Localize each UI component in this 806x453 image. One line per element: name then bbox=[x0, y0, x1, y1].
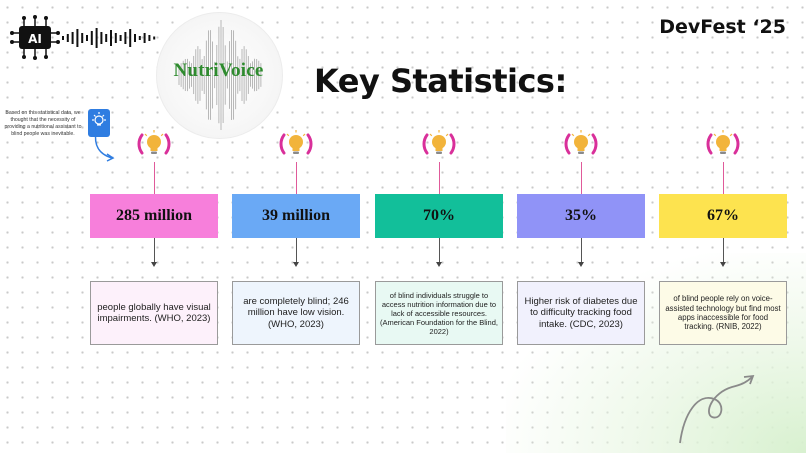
stat-description-box: of blind individuals struggle to access … bbox=[375, 281, 503, 345]
connector-line bbox=[296, 162, 297, 194]
stat-description: people globally have visual impairments.… bbox=[97, 301, 211, 324]
stat-description-box: of blind people rely on voice-assisted t… bbox=[659, 281, 787, 345]
lightbulb-icon bbox=[88, 109, 110, 137]
lightbulb-icon bbox=[278, 126, 314, 162]
arrow-line bbox=[154, 238, 155, 262]
arrow-line bbox=[439, 238, 440, 262]
ai-logo-text: AI bbox=[28, 32, 42, 46]
stat-value-box: 285 million bbox=[90, 194, 218, 238]
lightbulb-icon bbox=[136, 126, 172, 162]
stat-value-box: 35% bbox=[517, 194, 645, 238]
stat-value: 39 million bbox=[261, 207, 330, 224]
lightbulb-icon bbox=[563, 126, 599, 162]
stat-description: of blind individuals struggle to access … bbox=[380, 290, 498, 336]
stat-description: of blind people rely on voice-assisted t… bbox=[665, 294, 781, 332]
connector-line bbox=[581, 162, 582, 194]
nutrivoice-logo bbox=[156, 12, 283, 139]
stat-description: Higher risk of diabetes due to difficult… bbox=[524, 295, 638, 330]
stat-value: 67% bbox=[707, 207, 739, 224]
arrow-head bbox=[151, 262, 157, 267]
connector-line bbox=[723, 162, 724, 194]
ai-logo: AI bbox=[10, 15, 60, 60]
stat-description-box: people globally have visual impairments.… bbox=[90, 281, 218, 345]
arrow-head bbox=[578, 262, 584, 267]
note-text: Based on this statistical data, we thoug… bbox=[4, 110, 82, 137]
connector-line bbox=[154, 162, 155, 194]
page-title: Key Statistics: bbox=[314, 62, 567, 100]
swirl-arrow-icon bbox=[676, 373, 756, 445]
arrow-head bbox=[720, 262, 726, 267]
stat-value-box: 67% bbox=[659, 194, 787, 238]
stat-description-box: are completely blind; 246 million have l… bbox=[232, 281, 360, 345]
arrow-line bbox=[581, 238, 582, 262]
lightbulb-icon bbox=[421, 126, 457, 162]
stat-description-box: Higher risk of diabetes due to difficult… bbox=[517, 281, 645, 345]
stat-value-box: 39 million bbox=[232, 194, 360, 238]
arrow-line bbox=[296, 238, 297, 262]
arrow-head bbox=[293, 262, 299, 267]
connector-line bbox=[439, 162, 440, 194]
stat-value: 70% bbox=[423, 207, 455, 224]
sound-wave-icon bbox=[62, 26, 158, 50]
stat-value: 35% bbox=[565, 207, 597, 224]
arrow-head bbox=[436, 262, 442, 267]
stat-value-box: 70% bbox=[375, 194, 503, 238]
lightbulb-icon bbox=[705, 126, 741, 162]
arrow-line bbox=[723, 238, 724, 262]
curved-arrow-icon bbox=[92, 130, 116, 162]
stat-value: 285 million bbox=[115, 207, 192, 224]
event-label: DevFest ‘25 bbox=[659, 16, 786, 38]
brand-name: NutriVoice bbox=[173, 60, 264, 81]
stat-description: are completely blind; 246 million have l… bbox=[243, 295, 349, 330]
